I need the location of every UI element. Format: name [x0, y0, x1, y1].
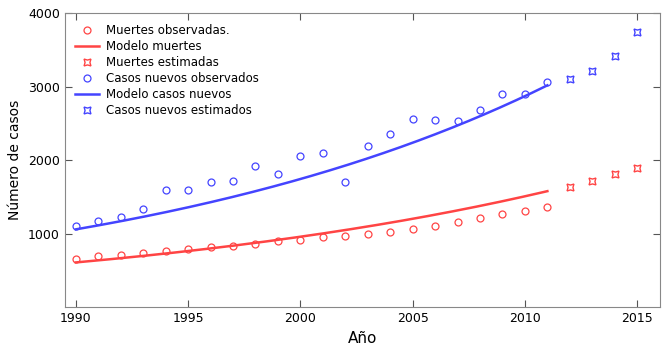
- Legend: Muertes observadas., Modelo muertes, Muertes estimadas, Casos nuevos observados,: Muertes observadas., Modelo muertes, Mue…: [71, 19, 264, 121]
- X-axis label: Año: Año: [347, 331, 377, 346]
- Y-axis label: Número de casos: Número de casos: [8, 100, 22, 221]
